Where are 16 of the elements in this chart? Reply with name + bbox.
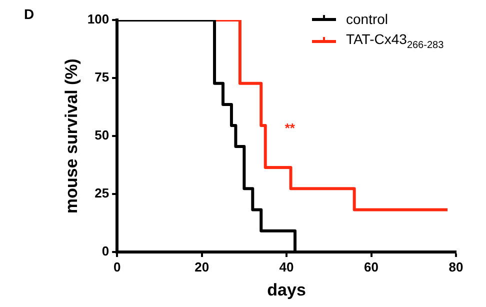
y-tick-label: 75: [94, 70, 110, 85]
annotation: **: [284, 120, 296, 136]
y-tick-label: 50: [94, 128, 110, 143]
legend-label: TAT-Cx43$_{266-283}$: [346, 31, 444, 51]
x-tick-label: 20: [194, 259, 210, 274]
x-tick-label: 40: [279, 259, 294, 274]
chart-title: D: [24, 6, 34, 22]
x-tick-label: 0: [113, 259, 121, 274]
x-tick-label: 80: [448, 259, 464, 274]
y-tick-label: 25: [94, 186, 110, 201]
y-tick-label: 0: [102, 244, 110, 259]
legend-label: control: [346, 11, 388, 27]
y-tick-label: 100: [87, 12, 110, 27]
x-axis-title: days: [267, 280, 306, 300]
y-axis-title: mouse survival (%): [62, 58, 81, 214]
x-tick-label: 60: [364, 259, 379, 274]
